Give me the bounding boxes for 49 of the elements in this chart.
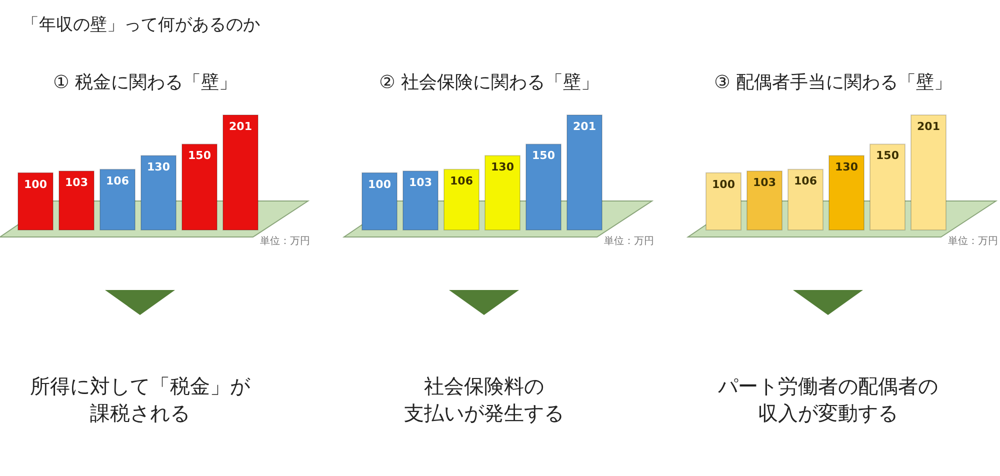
text: 収入が変動する — [758, 401, 898, 425]
bar — [526, 144, 562, 230]
bar — [100, 168, 136, 230]
data-label: 100 — [24, 178, 48, 191]
bar — [222, 114, 258, 230]
data-label: 201 — [573, 120, 596, 133]
data-label: 103 — [409, 176, 432, 190]
data-label: 100 — [712, 178, 736, 191]
bar — [444, 168, 480, 230]
data-label: 150 — [188, 149, 212, 162]
data-label: 150 — [532, 149, 556, 162]
bar — [566, 114, 602, 230]
bar — [140, 155, 176, 230]
chart-title: ③ 配偶者手当に関わる「壁」 — [714, 72, 952, 93]
bar — [18, 172, 54, 230]
bar — [402, 170, 438, 230]
data-label: 130 — [147, 160, 170, 174]
chart-title: ② 社会保険に関わる「壁」 — [379, 72, 599, 93]
bar — [706, 172, 742, 230]
data-label: 150 — [876, 149, 900, 162]
text: 所得に対して「税金」が — [30, 374, 251, 398]
data-label: 130 — [835, 160, 858, 174]
bar — [484, 155, 520, 230]
bar — [828, 155, 864, 230]
bar — [746, 170, 782, 230]
data-label: 201 — [917, 120, 940, 133]
data-label: 106 — [106, 174, 130, 188]
text: 社会保険料の — [424, 374, 544, 398]
text: 支払いが発生する — [404, 401, 564, 425]
data-label: 106 — [794, 174, 818, 188]
chart-title: ① 税金に関わる「壁」 — [53, 72, 237, 93]
data-label: 201 — [229, 120, 252, 133]
bar — [910, 114, 946, 230]
data-label: 130 — [491, 160, 514, 174]
bar — [362, 172, 398, 230]
text: 単位：万円 — [604, 235, 654, 247]
data-label: 106 — [450, 174, 474, 188]
text: 単位：万円 — [260, 235, 310, 247]
text: 単位：万円 — [948, 235, 998, 247]
data-label: 100 — [368, 178, 392, 191]
text: 「年収の壁」って何があるのか — [22, 15, 260, 35]
text: 課税される — [90, 401, 190, 425]
bar — [870, 144, 906, 230]
bar — [58, 170, 94, 230]
bar — [788, 168, 824, 230]
bar — [182, 144, 218, 230]
data-label: 103 — [65, 176, 88, 190]
data-label: 103 — [753, 176, 776, 190]
text: パート労働者の配偶者の — [717, 374, 938, 398]
